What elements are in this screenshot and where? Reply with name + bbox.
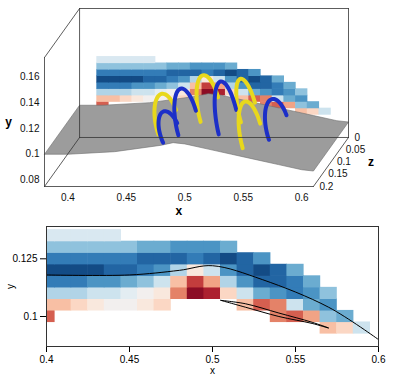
svg-text:0: 0 [355, 132, 361, 143]
svg-text:x: x [210, 365, 215, 376]
svg-text:0.14: 0.14 [20, 97, 40, 108]
svg-text:0.05: 0.05 [346, 144, 366, 155]
svg-text:0.5: 0.5 [206, 354, 220, 365]
svg-text:0.2: 0.2 [319, 181, 333, 192]
svg-text:x: x [176, 204, 183, 218]
svg-text:0.16: 0.16 [20, 71, 40, 82]
svg-text:0.55: 0.55 [286, 354, 306, 365]
svg-text:0.45: 0.45 [120, 354, 140, 365]
svg-text:0.08: 0.08 [20, 174, 40, 185]
svg-text:y: y [5, 115, 12, 129]
svg-text:0.1: 0.1 [24, 311, 38, 322]
svg-text:z: z [368, 155, 374, 169]
svg-text:0.6: 0.6 [372, 354, 386, 365]
svg-text:0.6: 0.6 [295, 192, 309, 203]
svg-text:0.1: 0.1 [26, 148, 40, 159]
svg-text:0.1: 0.1 [337, 156, 351, 167]
svg-text:0.55: 0.55 [234, 192, 254, 203]
svg-text:0.4: 0.4 [61, 192, 75, 203]
svg-text:0.125: 0.125 [12, 253, 37, 264]
svg-text:0.12: 0.12 [20, 123, 40, 134]
svg-text:0.5: 0.5 [178, 192, 192, 203]
svg-text:0.45: 0.45 [117, 192, 137, 203]
svg-text:0.15: 0.15 [328, 168, 348, 179]
svg-text:0.4: 0.4 [40, 354, 54, 365]
svg-text:y: y [5, 284, 16, 289]
